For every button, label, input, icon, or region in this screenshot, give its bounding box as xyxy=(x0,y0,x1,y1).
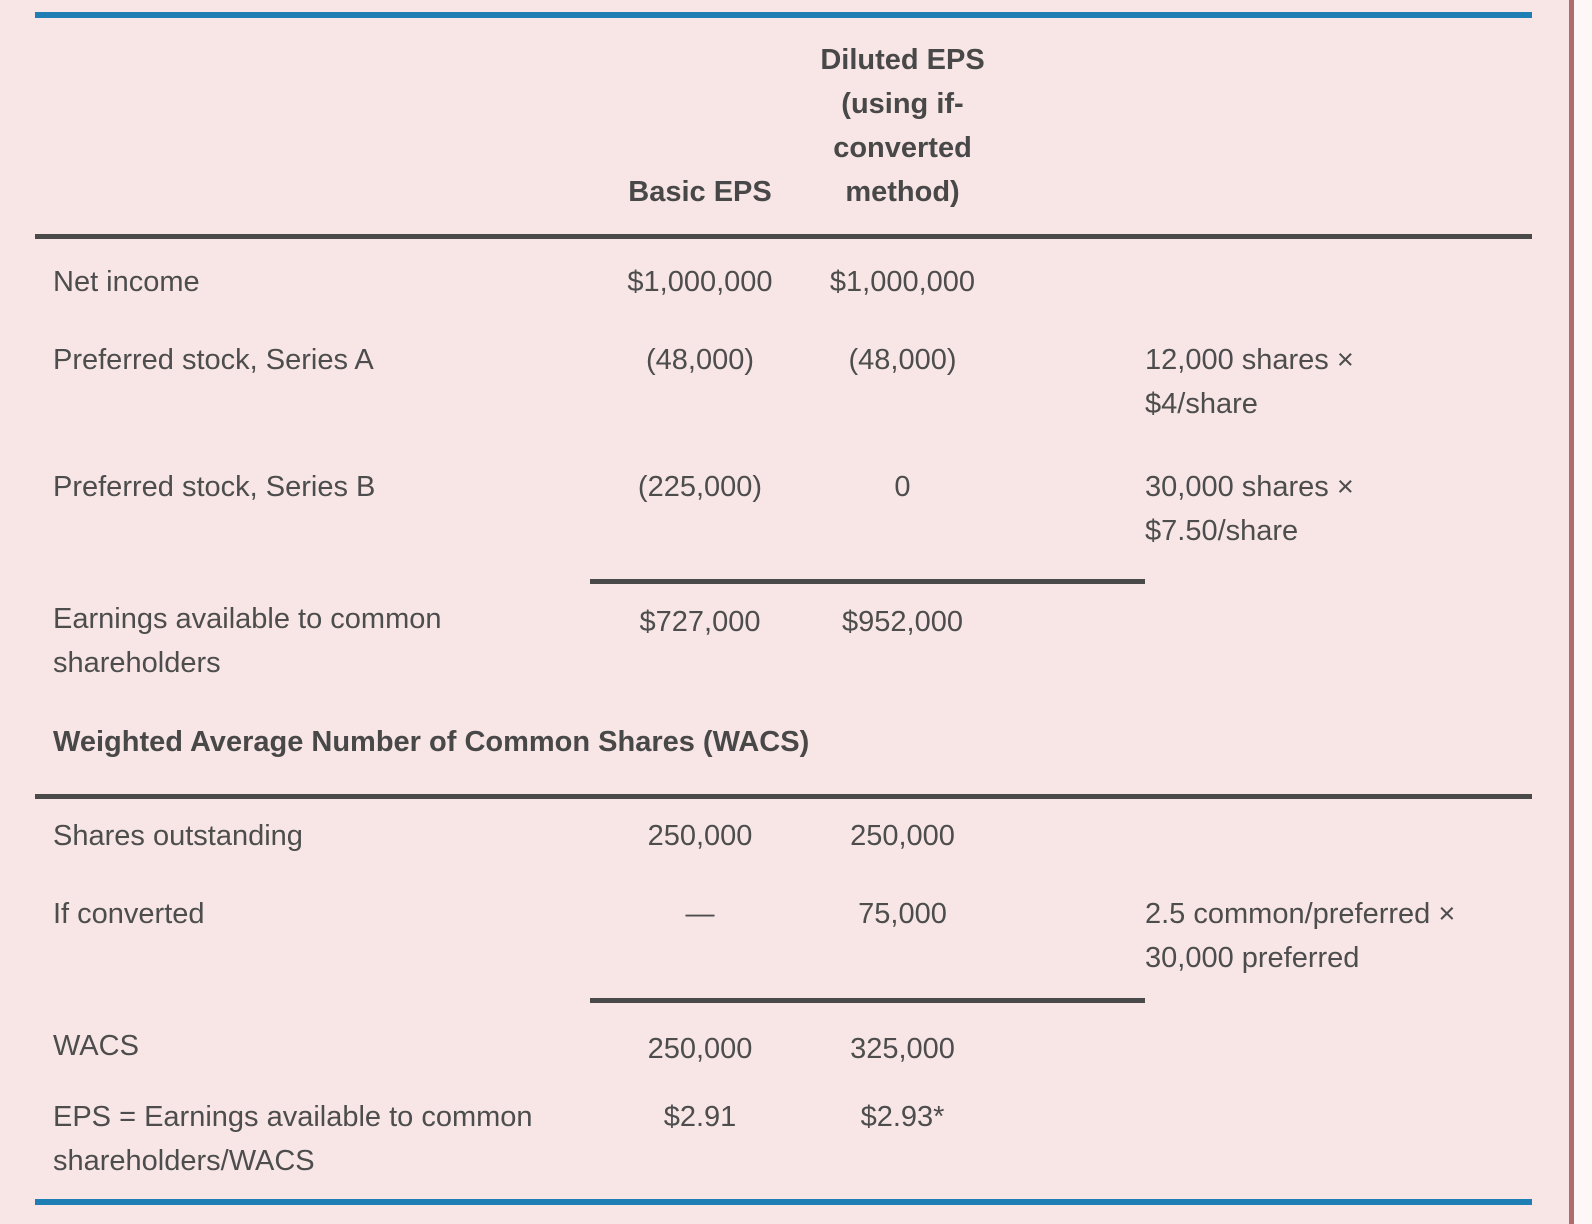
calculation-note: 12,000 shares × $4/share xyxy=(1145,304,1532,426)
basic-eps-value: $2.91 xyxy=(663,1100,737,1133)
basic-eps-column-header: Basic EPS xyxy=(590,18,810,239)
gap-column xyxy=(995,18,1145,239)
wacs-section-heading-row: Weighted Average Number of Common Shares… xyxy=(35,685,1532,799)
row-label: Earnings available to common shareholder… xyxy=(53,603,442,679)
row-label: Net income xyxy=(53,266,200,298)
basic-eps-value: — xyxy=(685,898,715,930)
gap-cell xyxy=(995,237,1145,305)
header-spacer xyxy=(35,18,590,239)
diluted-eps-value: $2.93* xyxy=(860,1100,945,1133)
row-label: EPS = Earnings available to common share… xyxy=(53,1100,533,1177)
diluted-eps-value: (48,000) xyxy=(848,344,957,376)
gap-cell xyxy=(995,426,1145,581)
gap-cell xyxy=(995,578,1145,685)
table-row-eps-result: EPS = Earnings available to common share… xyxy=(35,1071,1532,1199)
row-label: Shares outstanding xyxy=(53,820,303,852)
table-row-wacs-total: WACS 250,000 325,000 xyxy=(35,997,1532,1071)
basic-eps-value: (225,000) xyxy=(637,471,763,503)
row-label: WACS xyxy=(53,1030,139,1062)
basic-eps-value: 250,000 xyxy=(647,820,753,852)
table-row-preferred-series-b: Preferred stock, Series B (225,000) 0 30… xyxy=(35,426,1532,581)
row-label: Preferred stock, Series B xyxy=(53,471,376,503)
calculation-note: 30,000 shares × $7.50/share xyxy=(1145,426,1532,581)
basic-eps-value: (48,000) xyxy=(645,344,754,376)
page-right-edge-rule xyxy=(1569,0,1574,1224)
diluted-eps-value: 325,000 xyxy=(810,997,995,1071)
eps-comparison-table: Basic EPS Diluted EPS (using if-converte… xyxy=(35,18,1532,1199)
diluted-eps-value: 250,000 xyxy=(850,820,955,852)
calculation-note-text: 12,000 shares × $4/share xyxy=(1145,344,1354,420)
calculation-note-text: 30,000 shares × $7.50/share xyxy=(1145,471,1354,547)
basic-eps-value: $727,000 xyxy=(590,578,810,685)
basic-eps-value: 250,000 xyxy=(590,997,810,1071)
wacs-section-heading: Weighted Average Number of Common Shares… xyxy=(35,685,1532,799)
notes-column-header xyxy=(1145,18,1532,239)
table-row-net-income: Net income $1,000,000 $1,000,000 xyxy=(35,237,1532,305)
eps-exhibit: Basic EPS Diluted EPS (using if-converte… xyxy=(35,12,1532,1205)
gap-cell xyxy=(995,797,1145,859)
calculation-note xyxy=(1145,581,1532,685)
table-row-preferred-series-a: Preferred stock, Series A (48,000) (48,0… xyxy=(35,304,1532,426)
basic-eps-value: $1,000,000 xyxy=(627,266,773,298)
diluted-eps-column-header: Diluted EPS (using if-converted method) xyxy=(810,18,995,239)
diluted-eps-value: $952,000 xyxy=(810,578,995,685)
diluted-eps-value: $1,000,000 xyxy=(829,266,976,298)
gap-cell xyxy=(995,1071,1145,1199)
calculation-note: 2.5 common/preferred × 30,000 preferred xyxy=(1145,858,1532,1000)
calculation-note xyxy=(1145,797,1532,859)
calculation-note-text: 2.5 common/preferred × 30,000 preferred xyxy=(1145,898,1456,974)
gap-cell xyxy=(995,997,1145,1071)
page-right-strip xyxy=(1574,0,1592,1224)
diluted-eps-value: 0 xyxy=(894,471,911,503)
calculation-note xyxy=(1145,1071,1532,1199)
row-label: If converted xyxy=(53,898,205,930)
table-row-if-converted: If converted — 75,000 2.5 common/preferr… xyxy=(35,858,1532,1000)
gap-cell xyxy=(995,858,1145,1000)
table-row-earnings-available: Earnings available to common shareholder… xyxy=(35,578,1532,685)
gap-cell xyxy=(995,304,1145,426)
table-row-shares-outstanding: Shares outstanding 250,000 250,000 xyxy=(35,797,1532,859)
header-row: Basic EPS Diluted EPS (using if-converte… xyxy=(35,18,1532,239)
diluted-eps-value: 75,000 xyxy=(858,898,947,930)
row-label: Preferred stock, Series A xyxy=(53,344,374,376)
calculation-note xyxy=(1145,1000,1532,1071)
calculation-note xyxy=(1145,237,1532,305)
